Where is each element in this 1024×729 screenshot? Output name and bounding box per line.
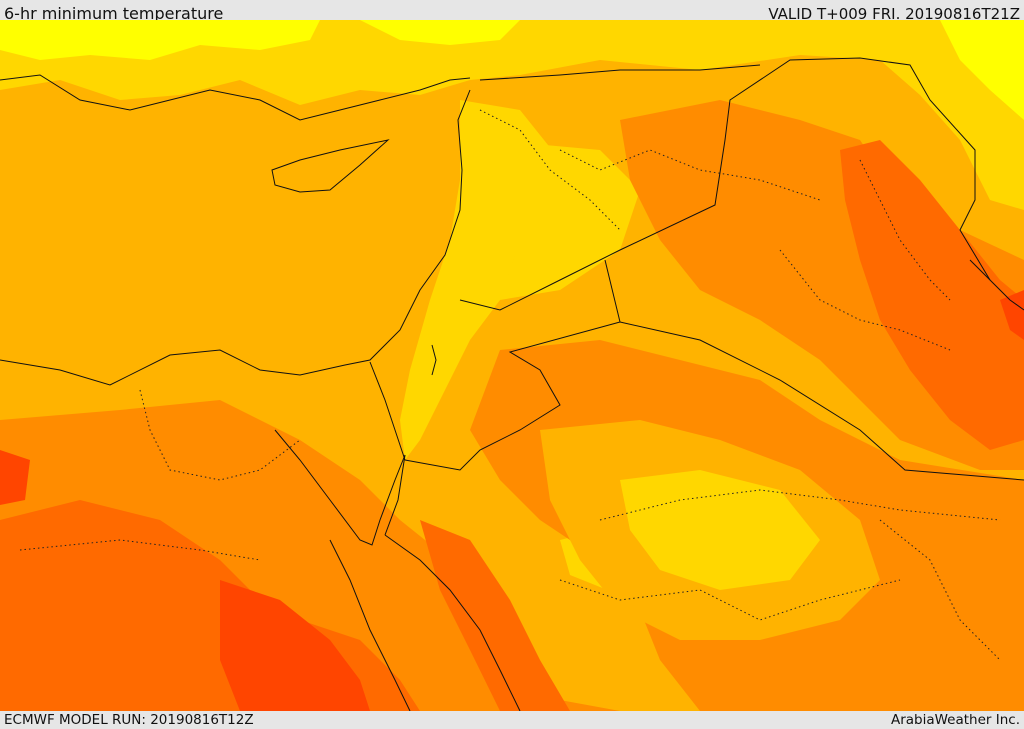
field-bright-yellow-ne xyxy=(940,20,1024,120)
field-red-sw xyxy=(0,450,30,505)
dead-sea xyxy=(431,344,437,376)
cyprus-coast xyxy=(271,139,390,193)
field-bright-yellow-north2 xyxy=(360,20,520,45)
valid-time: VALID T+009 FRI. 20190816T21Z xyxy=(768,5,1020,23)
model-run: ECMWF MODEL RUN: 20190816T12Z xyxy=(4,712,254,728)
field-yellow-arabia2 xyxy=(620,470,820,590)
field-yellow-north xyxy=(0,20,1024,210)
field-dark-sinai-redsea xyxy=(420,520,570,711)
gulf-of-suez xyxy=(274,429,406,546)
field-yellow-syria xyxy=(490,140,640,300)
red-sea-west xyxy=(329,539,411,711)
field-dark-mesopotamia xyxy=(840,140,1024,450)
credit: ArabiaWeather Inc. xyxy=(890,712,1020,728)
turkey-coast xyxy=(0,74,471,121)
footer-bar: ECMWF MODEL RUN: 20190816T12Z ArabiaWeat… xyxy=(0,711,1024,729)
internal-borders xyxy=(19,109,1001,661)
field-red-egypt xyxy=(220,580,370,711)
persian-gulf xyxy=(969,259,1024,311)
gulf-of-aqaba xyxy=(384,454,406,536)
temperature-map xyxy=(0,20,1024,711)
borders xyxy=(369,57,1024,481)
map-title: 6-hr minimum temperature xyxy=(4,4,224,23)
red-sea-east xyxy=(384,534,521,711)
field-bright-yellow-north xyxy=(0,20,320,60)
coastlines xyxy=(0,74,1024,711)
title-bar: 6-hr minimum temperature VALID T+009 FRI… xyxy=(0,0,1024,23)
field-red-gulf xyxy=(1000,290,1024,340)
